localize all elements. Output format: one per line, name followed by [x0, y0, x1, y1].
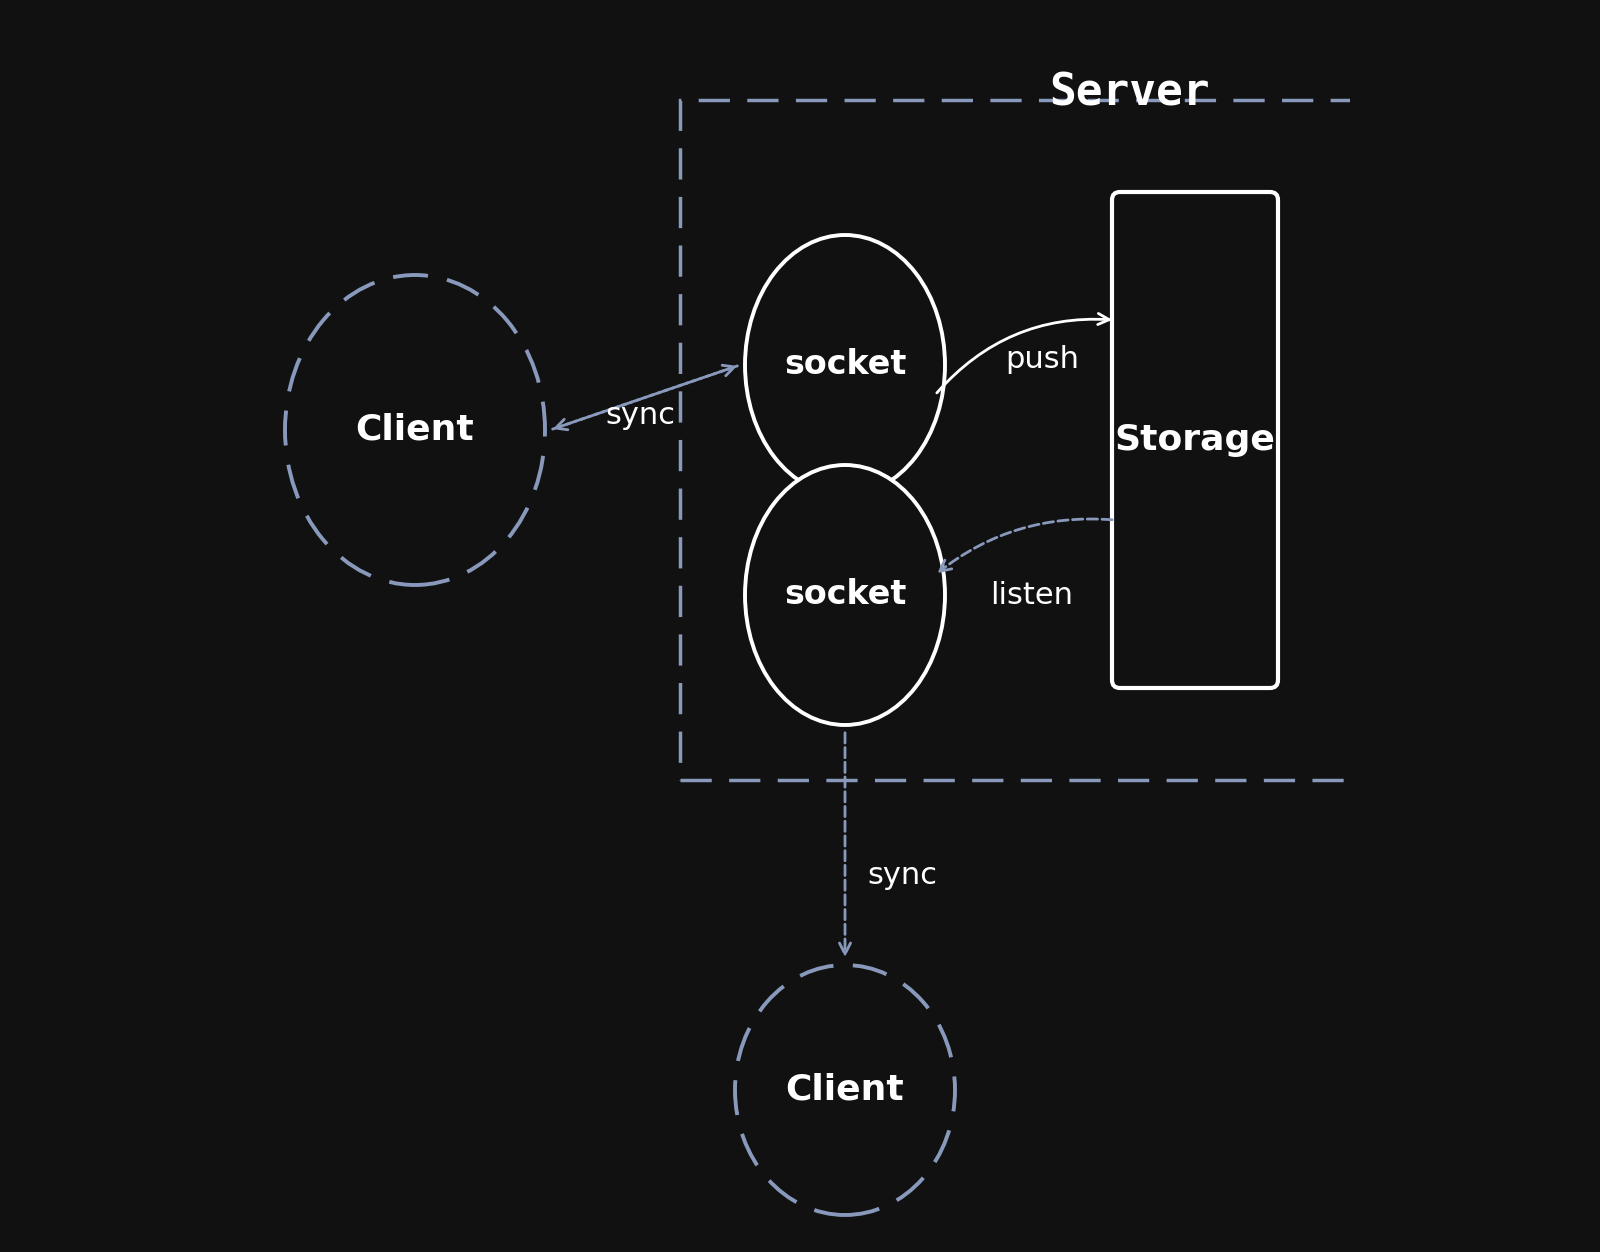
Text: sync: sync [605, 401, 675, 429]
Text: listen: listen [990, 581, 1074, 610]
FancyBboxPatch shape [1112, 192, 1278, 689]
Text: sync: sync [867, 860, 938, 889]
Ellipse shape [746, 464, 946, 725]
Text: push: push [1005, 346, 1078, 374]
Text: Client: Client [355, 413, 474, 447]
Text: Server: Server [1050, 73, 1210, 115]
Text: Storage: Storage [1115, 423, 1275, 457]
Text: socket: socket [784, 348, 906, 382]
Ellipse shape [746, 235, 946, 495]
Text: Client: Client [786, 1073, 904, 1107]
Bar [680, 100, 1581, 780]
Text: socket: socket [784, 578, 906, 611]
